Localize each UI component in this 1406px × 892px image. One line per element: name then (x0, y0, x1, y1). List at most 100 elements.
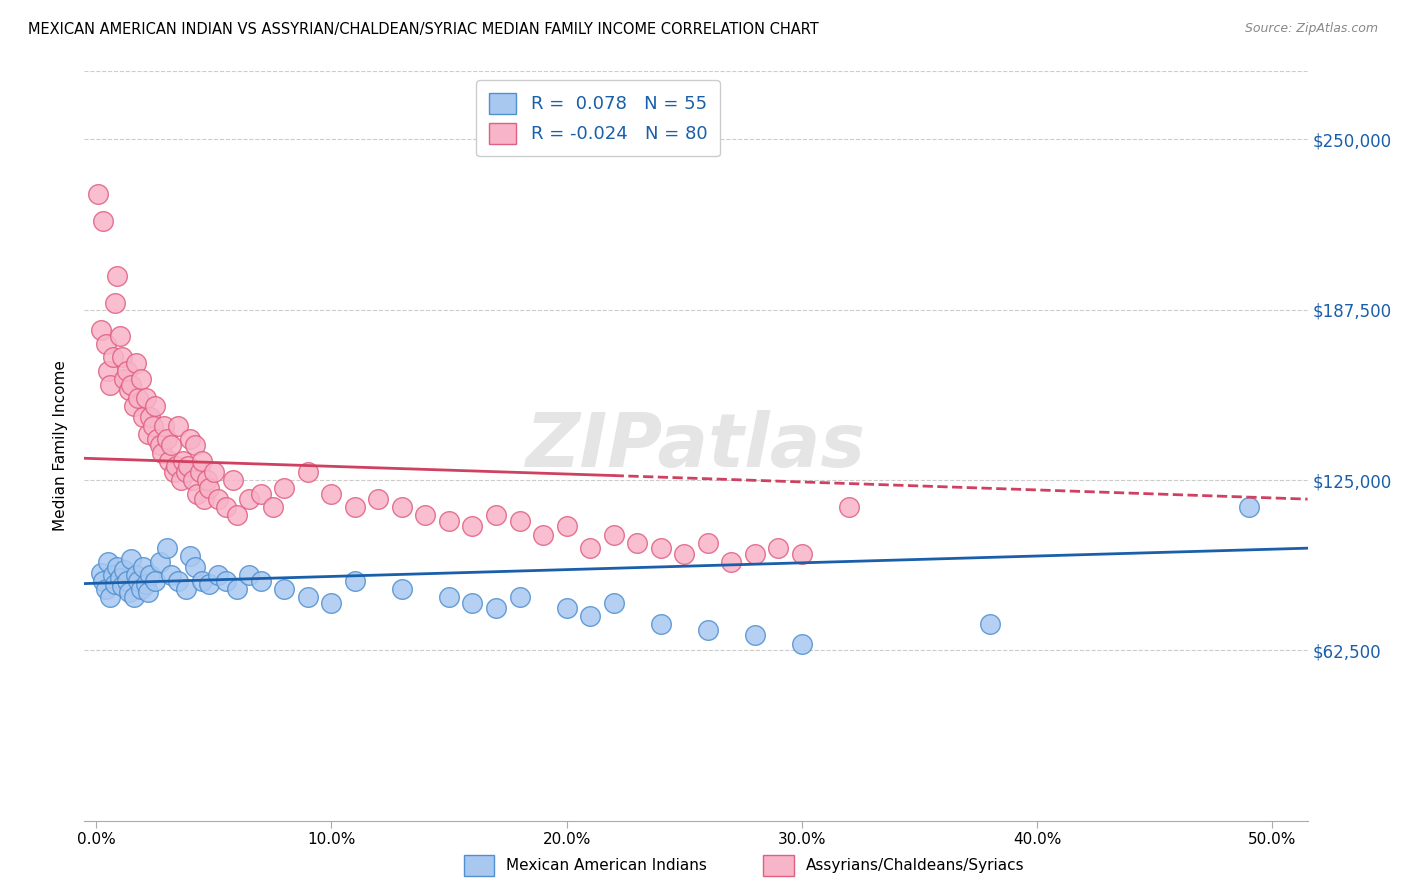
Point (112, 563, 135, 577)
Point (226, 508, 249, 523)
Point (214, 574, 236, 588)
Point (273, 481, 295, 495)
Point (391, 582, 413, 596)
Point (125, 356, 148, 370)
Point (179, 432, 201, 446)
Point (193, 492, 215, 507)
Point (120, 552, 142, 566)
Point (90, 566, 112, 580)
Point (174, 582, 197, 596)
Point (979, 617, 1001, 632)
Point (105, 268, 128, 283)
Point (87, 186, 110, 201)
Point (195, 473, 218, 487)
Point (367, 492, 389, 507)
Point (111, 579, 134, 593)
Point (321, 596, 343, 610)
Point (136, 426, 159, 441)
Point (105, 560, 128, 574)
Point (238, 492, 260, 507)
Point (108, 571, 131, 585)
Point (555, 519, 578, 533)
Point (790, 547, 813, 561)
Point (509, 591, 531, 605)
Point (122, 591, 145, 605)
Point (744, 628, 766, 642)
Point (139, 568, 162, 582)
Point (391, 500, 413, 515)
Point (461, 596, 484, 610)
Point (149, 555, 172, 569)
Point (226, 582, 249, 596)
Point (108, 328, 131, 343)
Point (91, 574, 114, 588)
Point (790, 636, 813, 650)
Point (191, 574, 214, 588)
Point (170, 473, 193, 487)
Point (579, 541, 602, 556)
Point (673, 547, 696, 561)
Point (118, 584, 141, 599)
Point (188, 465, 211, 479)
Point (509, 514, 531, 528)
Point (125, 568, 148, 582)
Point (744, 547, 766, 561)
Point (120, 377, 142, 392)
Point (238, 568, 260, 582)
Point (112, 372, 135, 386)
Point (156, 432, 179, 446)
Point (135, 392, 157, 406)
Point (90, 323, 112, 337)
Point (191, 454, 214, 468)
Point (177, 459, 200, 474)
Point (97, 364, 120, 378)
Point (198, 481, 221, 495)
Point (249, 574, 271, 588)
Point (437, 591, 460, 605)
Point (167, 574, 190, 588)
Point (115, 364, 138, 378)
Point (143, 574, 166, 588)
Point (94, 582, 117, 596)
Point (122, 400, 145, 414)
Point (181, 473, 204, 487)
Point (127, 392, 149, 406)
Point (129, 582, 152, 596)
Point (485, 601, 508, 615)
Legend: R =  0.078   N = 55, R = -0.024   N = 80: R = 0.078 N = 55, R = -0.024 N = 80 (477, 80, 720, 156)
Point (165, 459, 187, 474)
Point (179, 549, 201, 564)
Point (172, 454, 194, 468)
Point (249, 486, 271, 500)
Text: Mexican American Indians: Mexican American Indians (506, 858, 707, 872)
Text: Source: ZipAtlas.com: Source: ZipAtlas.com (1244, 22, 1378, 36)
Point (202, 465, 225, 479)
Point (139, 410, 162, 425)
Point (262, 500, 284, 515)
Point (531, 527, 554, 541)
Point (115, 574, 138, 588)
Point (111, 351, 134, 365)
Point (207, 492, 229, 507)
Point (184, 437, 207, 451)
Point (297, 465, 319, 479)
Point (198, 576, 221, 591)
Point (127, 574, 149, 588)
Point (343, 500, 366, 515)
Point (142, 418, 165, 433)
Point (104, 576, 127, 591)
Point (696, 623, 718, 637)
Point (650, 541, 672, 556)
Point (555, 601, 578, 615)
Point (163, 465, 186, 479)
Point (143, 400, 166, 414)
Point (98, 591, 121, 605)
Point (153, 418, 176, 433)
Point (415, 508, 437, 523)
Point (602, 527, 624, 541)
Point (132, 560, 155, 574)
Point (150, 446, 173, 460)
Point (184, 560, 207, 574)
Point (91, 214, 114, 228)
Point (1237, 500, 1260, 515)
